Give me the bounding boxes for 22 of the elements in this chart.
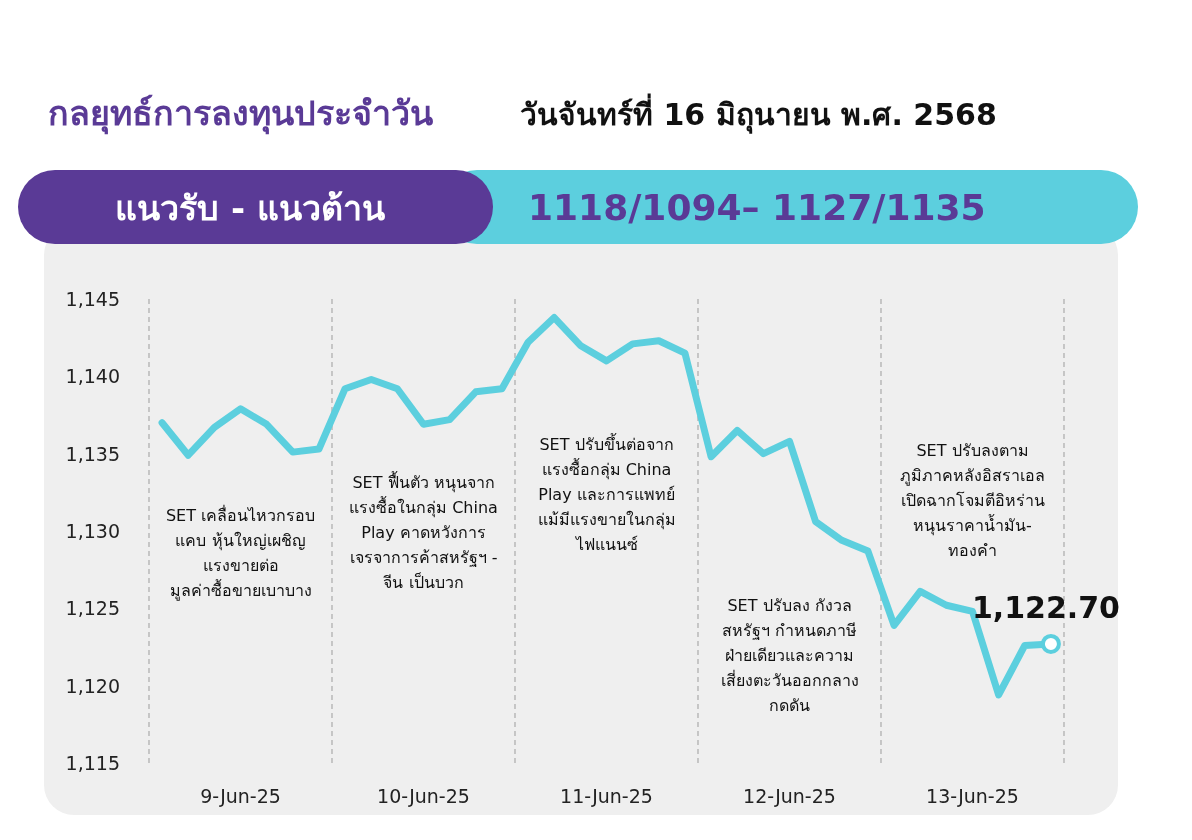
x-tick-label: 11-Jun-25 — [560, 785, 653, 807]
y-tick-label: 1,125 — [65, 597, 120, 620]
y-tick-label: 1,135 — [65, 442, 120, 465]
y-tick-label: 1,130 — [65, 520, 120, 542]
annotation: SET ปรับลงตาม ภูมิภาคหลังอิสราเอล เปิดฉากโจมตีอิหร่าน หนุนราคาน้ำมัน- ทองคำ — [900, 441, 1045, 560]
text: แนวรับ - แนวต้าน — [115, 188, 385, 228]
annotation: 1,122.70 — [971, 589, 1120, 625]
x-tick-label: 13-Jun-25 — [926, 785, 1019, 807]
y-tick-label: 1,145 — [65, 288, 120, 310]
x-tick-label: 12-Jun-25 — [743, 785, 836, 807]
y-tick-label: 1,120 — [65, 674, 120, 697]
text: 1118/1094– 1127/1135 — [528, 187, 986, 228]
x-tick-label: 10-Jun-25 — [377, 785, 470, 807]
annotation: SET ปรับลง กังวล สหรัฐฯ กำหนดภาษี ฝ่ายเดียวและความ เสี่ยงตะวันออกกลาง กดดัน — [720, 596, 859, 715]
x-tick-label: 9-Jun-25 — [200, 785, 281, 807]
y-tick-label: 1,140 — [65, 365, 120, 388]
chart-subtitle: วันจันทร์ที่ 16 มิถุนายน พ.ศ. 2568 — [520, 93, 997, 134]
annotation: SET เคลื่อนไหวกรอบ แคบ หุ้นใหญ่เผชิญ แรงขายต่อ มูลค่าซื้อขายเบาบาง — [165, 503, 316, 601]
annotation: SET ปรับขึ้นต่อจาก แรงซื้อกลุ่ม China Play และการแพทย์ แม้มีแรงขายในกลุ่ม ไฟแนนซ์ — [537, 433, 676, 554]
chart-title: กลยุทธ์การลงทุนประจำวัน — [48, 93, 433, 135]
y-tick-label: 1,115 — [65, 752, 120, 774]
annotation: SET ฟื้นตัว หนุนจาก แรงซื้อในกลุ่ม China Play คาดหวังการ เจรจาการค้าสหรัฐฯ - จีน เป็นบวก — [349, 471, 498, 592]
